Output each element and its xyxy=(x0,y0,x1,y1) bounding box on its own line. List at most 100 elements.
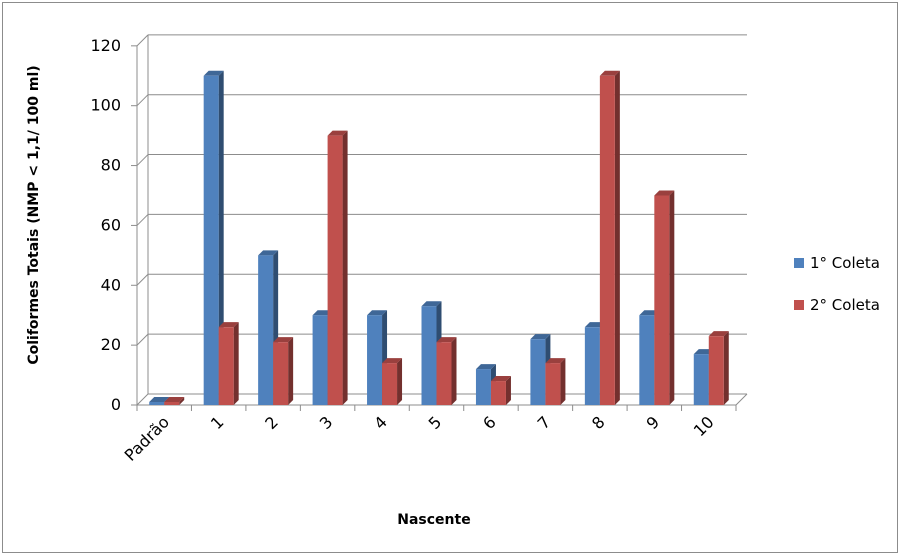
bar-top xyxy=(273,337,294,343)
x-tick-label: 9 xyxy=(643,412,664,433)
bar-side xyxy=(669,190,675,405)
bar-front xyxy=(708,336,724,405)
bar-top xyxy=(382,358,403,364)
x-tick-label: 2 xyxy=(261,412,282,433)
bar-top xyxy=(490,376,511,382)
bar-front xyxy=(312,315,328,405)
bar-front xyxy=(203,75,219,406)
bar-top xyxy=(545,358,566,364)
bar-front xyxy=(164,402,180,405)
bar-coleta2-9 xyxy=(654,190,675,405)
gridline-depth xyxy=(136,273,149,286)
bar-front xyxy=(584,327,600,405)
y-tick-label: 0 xyxy=(111,395,121,414)
bar-top xyxy=(164,397,185,403)
legend-swatch xyxy=(794,258,804,268)
legend-label: 1° Coleta xyxy=(810,254,880,272)
x-tick-label: 5 xyxy=(425,412,446,433)
bar-coleta2-3 xyxy=(327,130,348,405)
bars xyxy=(149,70,729,406)
bar-coleta1-1 xyxy=(203,70,224,406)
x-axis-title: Nascente xyxy=(397,512,470,528)
bar-front xyxy=(693,354,709,405)
bar-front xyxy=(654,195,670,405)
bar-side xyxy=(723,331,729,405)
bar-front xyxy=(530,339,546,405)
bar-top xyxy=(708,331,729,337)
bar-front xyxy=(639,315,655,405)
bar-top xyxy=(654,190,675,196)
bar-top xyxy=(218,322,239,328)
bar-top xyxy=(421,301,442,307)
x-tick-label: 8 xyxy=(588,412,609,433)
bar-coleta2-4 xyxy=(382,358,403,405)
bar-top xyxy=(436,337,457,343)
y-tick-label: 20 xyxy=(101,335,121,354)
gridline-depth xyxy=(136,393,149,406)
legend-label: 2° Coleta xyxy=(810,296,880,314)
bar-front xyxy=(258,255,274,405)
x-tick-labels: Padrão 1 2 3 4 5 6 7 8 9 10 xyxy=(121,412,718,464)
bar-top xyxy=(149,397,170,403)
legend: 1° Coleta 2° Coleta xyxy=(794,254,880,314)
bar-side xyxy=(451,337,457,405)
x-tick-label: 6 xyxy=(479,412,500,433)
bar-coleta2-1 xyxy=(218,322,239,405)
y-tick-label: 100 xyxy=(90,96,121,115)
bar-front xyxy=(490,381,506,405)
bar-side xyxy=(505,376,511,405)
bar-front xyxy=(475,369,491,405)
bar-coleta2-6 xyxy=(490,376,511,405)
bar-side xyxy=(179,397,185,405)
bar-front xyxy=(149,402,165,405)
y-axis-title: Coliformes Totais (NMP < 1,1/ 100 ml) xyxy=(26,65,42,364)
x-tick-label: Padrão xyxy=(121,412,173,464)
legend-item: 2° Coleta xyxy=(794,296,880,314)
x-tick-label: 1 xyxy=(207,412,228,433)
bar-front xyxy=(273,342,289,405)
bar-coleta2-2 xyxy=(273,337,294,405)
bar-front xyxy=(599,75,615,406)
bar-side xyxy=(288,337,294,405)
bar-front xyxy=(421,306,437,405)
legend-item: 1° Coleta xyxy=(794,254,880,272)
bar-top xyxy=(599,70,620,76)
bar-side xyxy=(397,358,403,405)
x-tick-label: 7 xyxy=(534,412,555,433)
bar-front xyxy=(367,315,383,405)
bar-top xyxy=(530,334,551,340)
bar-front xyxy=(545,363,561,405)
bar-top xyxy=(258,250,279,256)
bar-top xyxy=(367,310,388,316)
gridline-depth xyxy=(136,154,149,166)
y-tick-label: 80 xyxy=(101,156,121,175)
bar-top xyxy=(327,130,348,136)
bar-coleta2-7 xyxy=(545,358,566,405)
x-tick-label: 3 xyxy=(316,412,337,433)
bar-side xyxy=(614,70,620,406)
bar-front xyxy=(382,363,398,405)
bar-coleta2-10 xyxy=(708,331,729,405)
bar-front xyxy=(218,327,234,405)
y-tick-label: 40 xyxy=(101,275,121,294)
x-tick-label: 4 xyxy=(370,412,391,433)
bar-coleta2-Padrão xyxy=(164,397,185,405)
bar-side xyxy=(233,322,239,405)
gridline-depth xyxy=(136,34,149,47)
gridline-depth xyxy=(136,333,149,346)
floor-edge xyxy=(735,393,748,406)
axes xyxy=(131,34,748,411)
y-tick-label: 120 xyxy=(90,36,121,55)
bar-coleta2-8 xyxy=(599,70,620,406)
bar-front xyxy=(436,342,452,405)
legend-swatch xyxy=(794,300,804,310)
bar-top xyxy=(203,70,224,76)
bar-front xyxy=(327,135,343,405)
bar-side xyxy=(218,70,224,406)
bar-coleta2-5 xyxy=(436,337,457,405)
bar-side xyxy=(342,130,348,405)
gridline-depth xyxy=(136,94,149,107)
bar-side xyxy=(560,358,566,405)
